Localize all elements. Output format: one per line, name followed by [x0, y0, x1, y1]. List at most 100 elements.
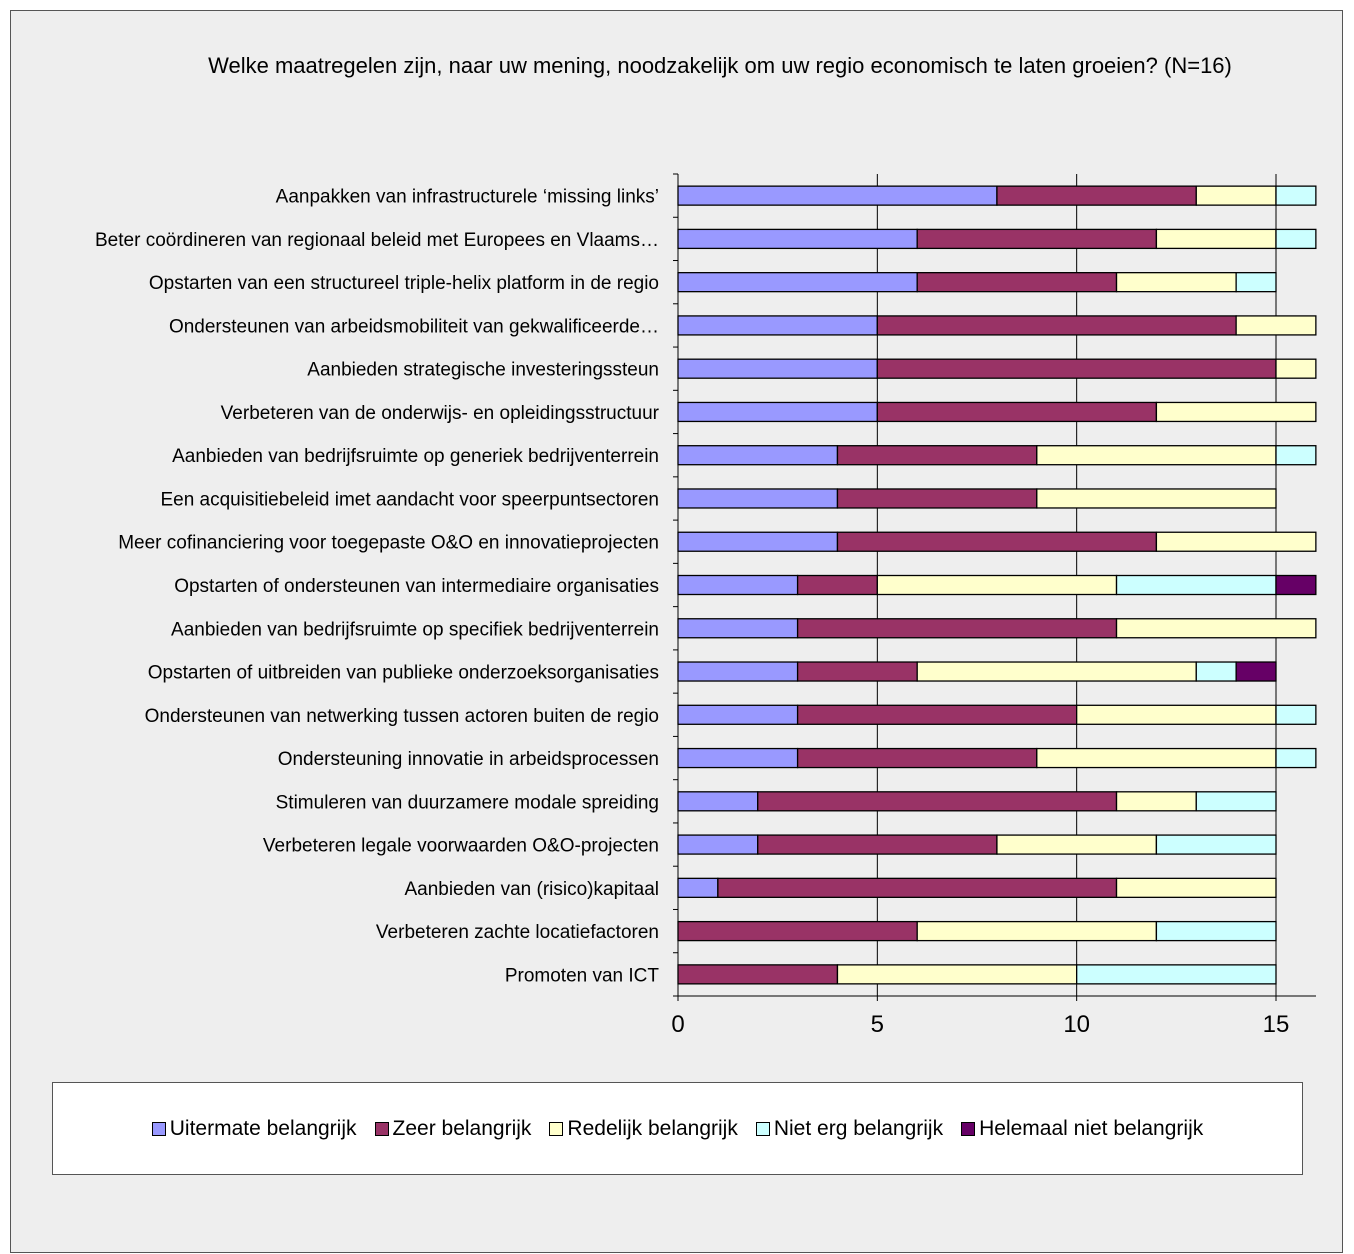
bar-segment: [677, 358, 878, 379]
category-label: Aanbieden van bedrijfsruimte op specifie…: [171, 619, 659, 640]
bar-segment: [996, 834, 1158, 855]
category-label: Verbeteren van de onderwijs- en opleidin…: [221, 403, 660, 424]
category-label: Meer cofinanciering voor toegepaste O&O …: [118, 533, 659, 554]
bar-segment: [677, 834, 759, 855]
bar-segment: [757, 791, 1118, 812]
bar-segment: [1036, 445, 1277, 466]
bar-segment: [677, 272, 918, 293]
bar-segment: [677, 445, 839, 466]
bar-segment: [677, 920, 918, 942]
bar-segment: [1235, 661, 1277, 682]
legend-swatch: [755, 1121, 770, 1136]
category-label: Opstarten van een structureel triple-hel…: [149, 273, 659, 294]
bar-segment: [1275, 185, 1317, 206]
bar-segment: [876, 315, 1237, 336]
category-label: Aanbieden strategische investeringssteun: [307, 360, 659, 381]
bar-segment: [1036, 488, 1277, 509]
legend-item: Zeer belangrijk: [374, 1116, 532, 1141]
bar-segment: [1155, 228, 1277, 250]
bar-segment: [916, 661, 1197, 682]
category-label: Promoten van ICT: [505, 965, 660, 986]
bar-segment: [836, 964, 1078, 985]
bar-segment: [876, 358, 1277, 379]
legend-swatch: [549, 1121, 564, 1136]
bar-segment: [1115, 877, 1277, 898]
bar-segment: [876, 401, 1158, 423]
bar-segment: [996, 185, 1197, 206]
category-labels: Aanpakken van infrastructurele ‘missing …: [95, 187, 660, 987]
bar-segment: [1036, 747, 1277, 769]
category-label: Ondersteunen van arbeidsmobiliteit van g…: [169, 316, 659, 337]
bar-segment: [876, 574, 1118, 596]
chart-title: Welke maatregelen zijn, naar uw mening, …: [208, 53, 1232, 78]
bar-segment: [1115, 272, 1237, 293]
bar-segment: [1235, 315, 1317, 336]
bar-segment: [677, 185, 998, 206]
bar-segment: [677, 488, 839, 509]
legend-swatch: [374, 1121, 389, 1136]
bar-segment: [677, 228, 918, 250]
bar-segment: [677, 877, 719, 898]
category-label: Een acquisitiebeleid imet aandacht voor …: [160, 489, 659, 510]
bar-segment: [916, 228, 1158, 250]
axes: 0 5 10 15: [671, 173, 1316, 1038]
bar-segment: [677, 531, 839, 552]
legend-label: Uitermate belangrijk: [169, 1116, 357, 1140]
bar-segment: [677, 704, 799, 725]
bar-segment: [796, 661, 918, 682]
legend-swatch: [151, 1121, 166, 1136]
category-label: Beter coördineren van regionaal beleid m…: [95, 230, 659, 251]
x-tick-label: 15: [1263, 1011, 1290, 1038]
bar-segment: [796, 747, 1038, 769]
bar-segment: [1195, 661, 1237, 682]
legend-swatch: [961, 1121, 976, 1136]
bar-segment: [677, 661, 799, 682]
bar-segment: [1115, 618, 1317, 639]
bar-segment: [836, 445, 1038, 466]
bar-segment: [1115, 574, 1277, 596]
legend: Uitermate belangrijk Zeer belangrijk Redel…: [52, 1082, 1303, 1175]
legend-item: Helemaal niet belangrijk: [961, 1117, 1203, 1141]
legend-label: Helemaal niet belangrijk: [979, 1116, 1204, 1140]
bar-segment: [1275, 445, 1317, 466]
bar-segment: [1076, 964, 1277, 985]
bar-segment: [796, 618, 1118, 639]
category-label: Ondersteuning innovatie in arbeidsproces…: [278, 749, 659, 770]
legend-label: Zeer belangrijk: [392, 1116, 532, 1140]
bar-segment: [1275, 228, 1317, 250]
bar-segment: [836, 531, 1158, 552]
bar-segment: [677, 964, 839, 985]
bar-segment: [677, 618, 799, 639]
category-label: Stimuleren van duurzamere modale spreidi…: [276, 792, 659, 813]
legend-item: Niet erg belangrijk: [755, 1117, 943, 1141]
bar-segment: [1235, 272, 1277, 293]
bar-segment: [796, 574, 878, 596]
bar-segment: [836, 488, 1038, 509]
category-label: Opstarten of uitbreiden van publieke ond…: [148, 663, 659, 684]
bars: [677, 185, 1317, 985]
bar-segment: [677, 315, 878, 336]
bar-segment: [1275, 747, 1317, 769]
x-tick-label: 5: [871, 1011, 884, 1038]
category-label: Verbeteren legale voorwaarden O&O-projec…: [263, 836, 659, 857]
bar-segment: [1155, 920, 1277, 942]
bar-segment: [916, 920, 1158, 942]
category-label: Opstarten of ondersteunen van intermedia…: [174, 576, 659, 597]
bar-segment: [796, 704, 1078, 725]
bar-segment: [1275, 704, 1317, 725]
bar-segment: [677, 791, 759, 812]
bar-segment: [1195, 185, 1277, 206]
category-label: Verbeteren zachte locatiefactoren: [376, 922, 659, 943]
legend-item: Uitermate belangrijk: [151, 1116, 357, 1141]
bar-segment: [1155, 834, 1277, 855]
bar-segment: [1275, 358, 1317, 379]
category-label: Aanpakken van infrastructurele ‘missing …: [276, 187, 659, 208]
category-label: Aanbieden van (risico)kapitaal: [404, 879, 659, 900]
x-tick-label: 10: [1063, 1011, 1090, 1038]
bar-segment: [1195, 791, 1277, 812]
category-label: Ondersteunen van netwerking tussen actor…: [145, 706, 659, 727]
bar-segment: [677, 401, 878, 423]
bar-segment: [1155, 401, 1317, 423]
bar-segment: [1155, 531, 1317, 552]
